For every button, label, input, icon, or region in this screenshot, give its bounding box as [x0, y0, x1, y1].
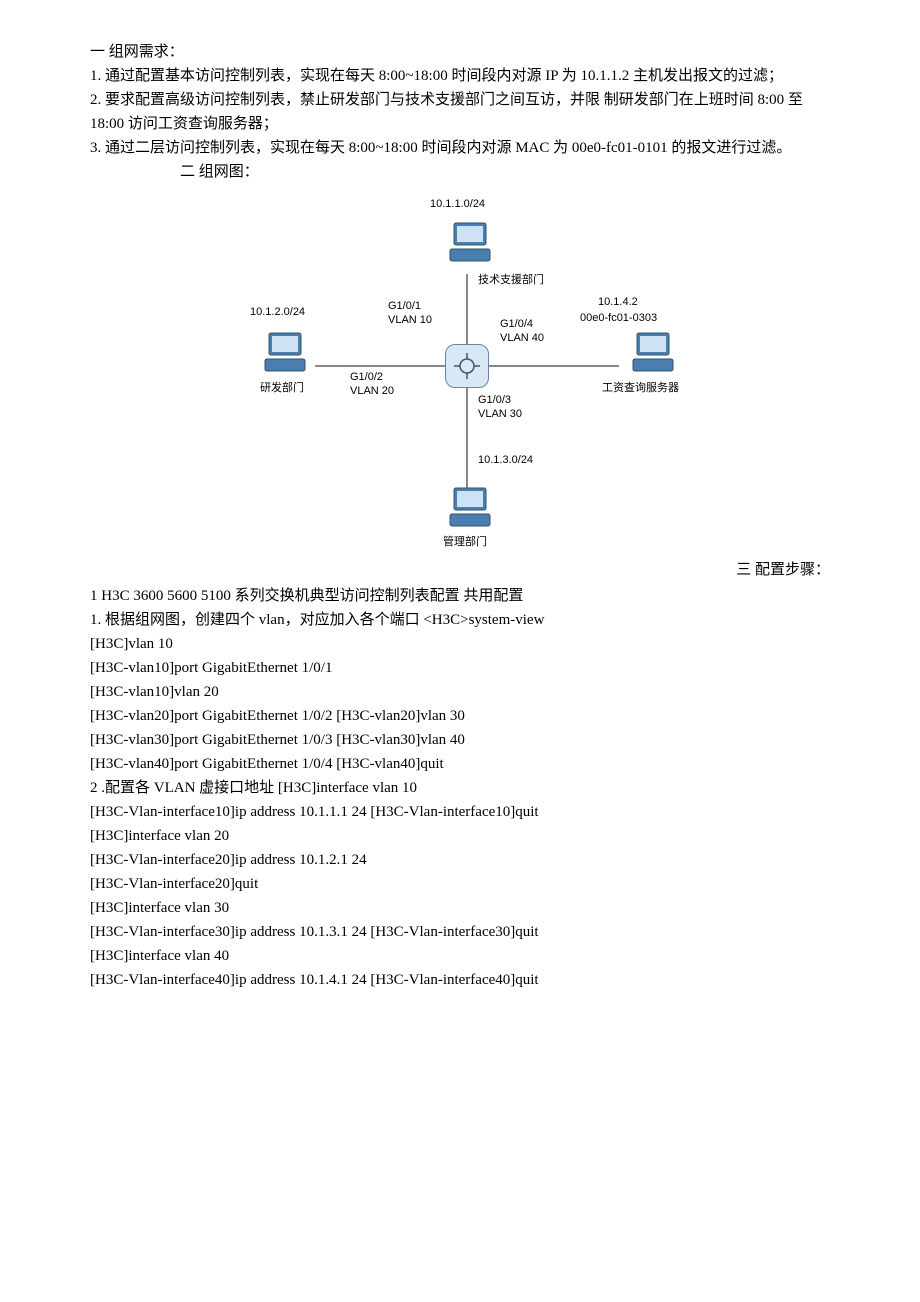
config-line: [H3C]interface vlan 40 — [90, 944, 830, 968]
label-vlan4: VLAN 40 — [500, 332, 544, 344]
config-line: [H3C]vlan 10 — [90, 632, 830, 656]
config-line: [H3C-vlan10]vlan 20 — [90, 680, 830, 704]
config-step-2: 2 .配置各 VLAN 虚接口地址 [H3C]interface vlan 10 — [90, 776, 830, 800]
label-bottom-name: 管理部门 — [443, 536, 487, 548]
config-line: [H3C-Vlan-interface30]ip address 10.1.3.… — [90, 920, 830, 944]
conn-left — [315, 365, 445, 367]
conn-bottom — [466, 388, 468, 488]
label-port3: G1/0/3 — [478, 394, 511, 406]
config-line: [H3C-Vlan-interface20]ip address 10.1.2.… — [90, 848, 830, 872]
network-diagram: 10.1.1.0/24 技术支援部门 G1/0/1 VLAN 10 10.1.2… — [220, 194, 700, 554]
section2-title: 二 组网图： — [90, 160, 830, 184]
config-line: [H3C-Vlan-interface40]ip address 10.1.4.… — [90, 968, 830, 992]
config-block-2: [H3C-Vlan-interface10]ip address 10.1.1.… — [90, 800, 830, 992]
host-mgmt — [435, 484, 505, 532]
config-line: [H3C-vlan30]port GigabitEthernet 1/0/3 [… — [90, 728, 830, 752]
config-line: [H3C-vlan20]port GigabitEthernet 1/0/2 [… — [90, 704, 830, 728]
label-top-ip: 10.1.1.0/24 — [430, 198, 485, 210]
config-line: [H3C-Vlan-interface20]quit — [90, 872, 830, 896]
label-vlan2: VLAN 20 — [350, 385, 394, 397]
host-tech-support — [435, 219, 505, 267]
section3-title: 三 配置步骤： — [90, 558, 830, 582]
requirement-3: 3. 通过二层访问控制列表，实现在每天 8:00~18:00 时间段内对源 MA… — [90, 136, 830, 160]
label-left-name: 研发部门 — [260, 382, 304, 394]
label-right-mac: 00e0-fc01-0303 — [580, 312, 657, 324]
section1-title: 一 组网需求： — [90, 40, 830, 64]
label-port4: G1/0/4 — [500, 318, 533, 330]
config-line: [H3C-vlan10]port GigabitEthernet 1/0/1 — [90, 656, 830, 680]
config-header: 1 H3C 3600 5600 5100 系列交换机典型访问控制列表配置 共用配… — [90, 584, 830, 608]
label-port1: G1/0/1 — [388, 300, 421, 312]
label-bottom-ip: 10.1.3.0/24 — [478, 454, 533, 466]
conn-right — [489, 365, 619, 367]
switch-icon — [445, 344, 489, 388]
config-line: [H3C-Vlan-interface10]ip address 10.1.1.… — [90, 800, 830, 824]
label-top-name: 技术支援部门 — [478, 274, 544, 286]
config-block-1: [H3C]vlan 10[H3C-vlan10]port GigabitEthe… — [90, 632, 830, 776]
label-vlan3: VLAN 30 — [478, 408, 522, 420]
host-salary-server — [608, 329, 698, 377]
requirement-1: 1. 通过配置基本访问控制列表，实现在每天 8:00~18:00 时间段内对源 … — [90, 64, 830, 88]
conn-top — [466, 274, 468, 344]
config-step-1: 1. 根据组网图，创建四个 vlan，对应加入各个端口 <H3C>system-… — [90, 608, 830, 632]
label-port2: G1/0/2 — [350, 371, 383, 383]
config-line: [H3C]interface vlan 20 — [90, 824, 830, 848]
label-right-name: 工资查询服务器 — [602, 382, 679, 394]
label-left-ip: 10.1.2.0/24 — [250, 306, 305, 318]
host-rd — [250, 329, 320, 377]
label-vlan1: VLAN 10 — [388, 314, 432, 326]
config-line: [H3C]interface vlan 30 — [90, 896, 830, 920]
requirement-2: 2. 要求配置高级访问控制列表，禁止研发部门与技术支援部门之间互访，并限 制研发… — [90, 88, 830, 136]
label-right-ip: 10.1.4.2 — [598, 296, 638, 308]
config-line: [H3C-vlan40]port GigabitEthernet 1/0/4 [… — [90, 752, 830, 776]
